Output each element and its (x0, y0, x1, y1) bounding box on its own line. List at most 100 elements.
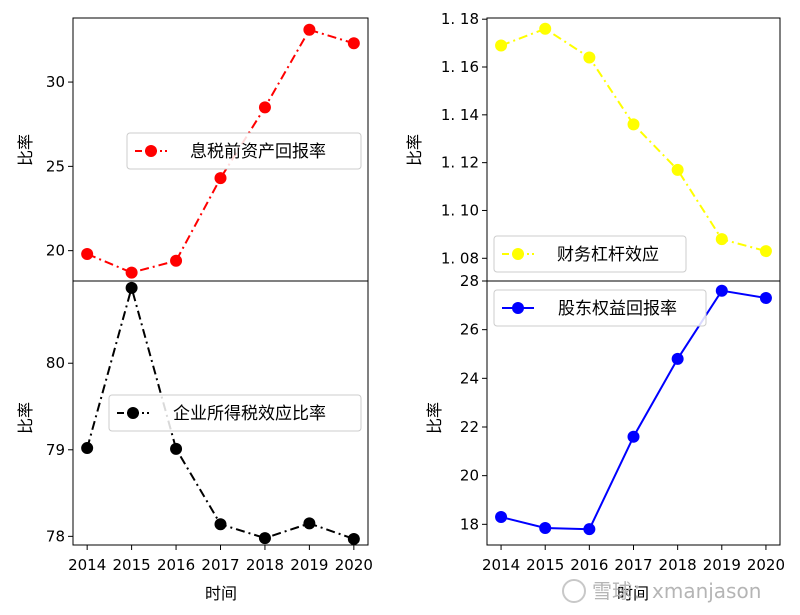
data-point (495, 511, 508, 524)
legend: 息税前资产回报率 (126, 132, 362, 170)
y-axis-label: 比率 (425, 402, 444, 434)
y-ticks: 78 79 80 (46, 354, 73, 545)
data-point (715, 233, 728, 246)
series-points (495, 22, 772, 258)
data-point (759, 245, 772, 258)
chart-panel-financial-leverage: 比率 1. 08 1. 10 1. 12 1. 14 1. 16 1. 18 财务杠杆效应 (405, 10, 781, 282)
legend-box (108, 394, 362, 432)
series-points (495, 284, 772, 536)
x-tick-label: 2016 (157, 556, 195, 574)
x-tick-label: 2018 (659, 556, 697, 574)
data-point (583, 523, 596, 536)
legend-box (126, 132, 362, 170)
data-point (759, 292, 772, 305)
legend-marker (512, 302, 524, 314)
x-axis-label: 时间 (617, 584, 649, 603)
legend-label: 股东权益回报率 (558, 299, 677, 319)
y-ticks: 1. 08 1. 10 1. 12 1. 14 1. 16 1. 18 (441, 10, 487, 267)
chart-panel-ebit-roa: 比率 20 25 30 息税前资产回报率 (16, 17, 369, 282)
series-points (81, 23, 360, 279)
chart-panel-income-tax-effect: 比率 78 79 80 2014 2015 2016 2017 2018 2019 2020 时… (16, 280, 373, 603)
data-point (671, 163, 684, 176)
chart-panel-roe: 比率 18 20 22 24 26 28 2014 2015 2016 2017 2018 2019… (425, 272, 785, 603)
legend-marker (127, 407, 139, 419)
data-point (347, 37, 360, 50)
y-tick-label: 79 (46, 441, 65, 459)
legend-box (493, 289, 707, 327)
y-axis-label: 比率 (16, 134, 35, 166)
y-tick-label: 28 (460, 272, 479, 290)
x-tick-label: 2020 (335, 556, 373, 574)
y-tick-label: 20 (460, 467, 479, 485)
y-tick-label: 1. 08 (441, 249, 479, 267)
y-tick-label: 26 (460, 321, 479, 339)
legend-marker (512, 248, 524, 260)
data-point (671, 352, 684, 365)
data-point (495, 39, 508, 52)
data-point (627, 430, 640, 443)
x-tick-label: 2020 (747, 556, 785, 574)
x-tick-label: 2014 (482, 556, 520, 574)
data-point (170, 254, 183, 267)
y-tick-label: 78 (46, 527, 65, 545)
data-point (715, 284, 728, 297)
data-point (170, 442, 183, 455)
y-tick-label: 80 (46, 354, 65, 372)
data-point (125, 266, 138, 279)
y-tick-label: 1. 16 (441, 58, 479, 76)
y-tick-label: 18 (460, 515, 479, 533)
y-tick-label: 1. 10 (441, 201, 479, 219)
legend: 企业所得税效应比率 (108, 394, 362, 432)
y-tick-label: 1. 18 (441, 10, 479, 28)
y-ticks: 18 20 22 24 26 28 (460, 272, 487, 533)
y-axis-label: 比率 (16, 402, 35, 434)
data-point (303, 517, 316, 530)
watermark: 雪球：xmanjason (562, 579, 761, 603)
y-axis-label: 比率 (405, 134, 424, 166)
x-tick-label: 2016 (570, 556, 608, 574)
data-point (214, 172, 227, 185)
x-ticks: 2014 2015 2016 2017 2018 2019 2020 (68, 545, 373, 574)
legend-label: 财务杠杆效应 (557, 245, 659, 265)
y-tick-label: 24 (460, 369, 479, 387)
data-point (214, 518, 227, 531)
data-point (81, 442, 94, 455)
data-point (539, 521, 552, 534)
legend-marker (145, 145, 157, 157)
series-points (81, 281, 360, 545)
x-tick-label: 2014 (68, 556, 106, 574)
x-tick-label: 2019 (703, 556, 741, 574)
plot-frame (486, 280, 781, 546)
data-point (258, 532, 271, 545)
x-tick-label: 2017 (614, 556, 652, 574)
y-ticks: 20 25 30 (46, 73, 73, 260)
legend-label: 息税前资产回报率 (190, 142, 326, 162)
y-tick-label: 22 (460, 418, 479, 436)
data-point (627, 118, 640, 131)
legend: 股东权益回报率 (493, 289, 707, 327)
watermark-text: 雪球：xmanjason (592, 579, 761, 603)
y-tick-label: 20 (46, 242, 65, 260)
watermark-logo-icon (562, 579, 586, 603)
y-tick-label: 1. 14 (441, 106, 479, 124)
data-point (539, 22, 552, 35)
x-tick-label: 2018 (246, 556, 284, 574)
legend: 财务杠杆效应 (493, 235, 687, 273)
data-point (347, 532, 360, 545)
y-tick-label: 30 (46, 73, 65, 91)
plot-frame (72, 280, 369, 546)
data-point (81, 248, 94, 261)
x-tick-label: 2015 (526, 556, 564, 574)
y-tick-label: 25 (46, 157, 65, 175)
x-tick-label: 2017 (201, 556, 239, 574)
data-point (258, 101, 271, 114)
x-ticks: 2014 2015 2016 2017 2018 2019 2020 (482, 545, 785, 574)
data-point (583, 51, 596, 64)
legend-label: 企业所得税效应比率 (173, 404, 326, 424)
y-tick-label: 1. 12 (441, 154, 479, 172)
x-tick-label: 2019 (290, 556, 328, 574)
data-point (303, 23, 316, 36)
x-tick-label: 2015 (113, 556, 151, 574)
legend-box (493, 235, 687, 273)
